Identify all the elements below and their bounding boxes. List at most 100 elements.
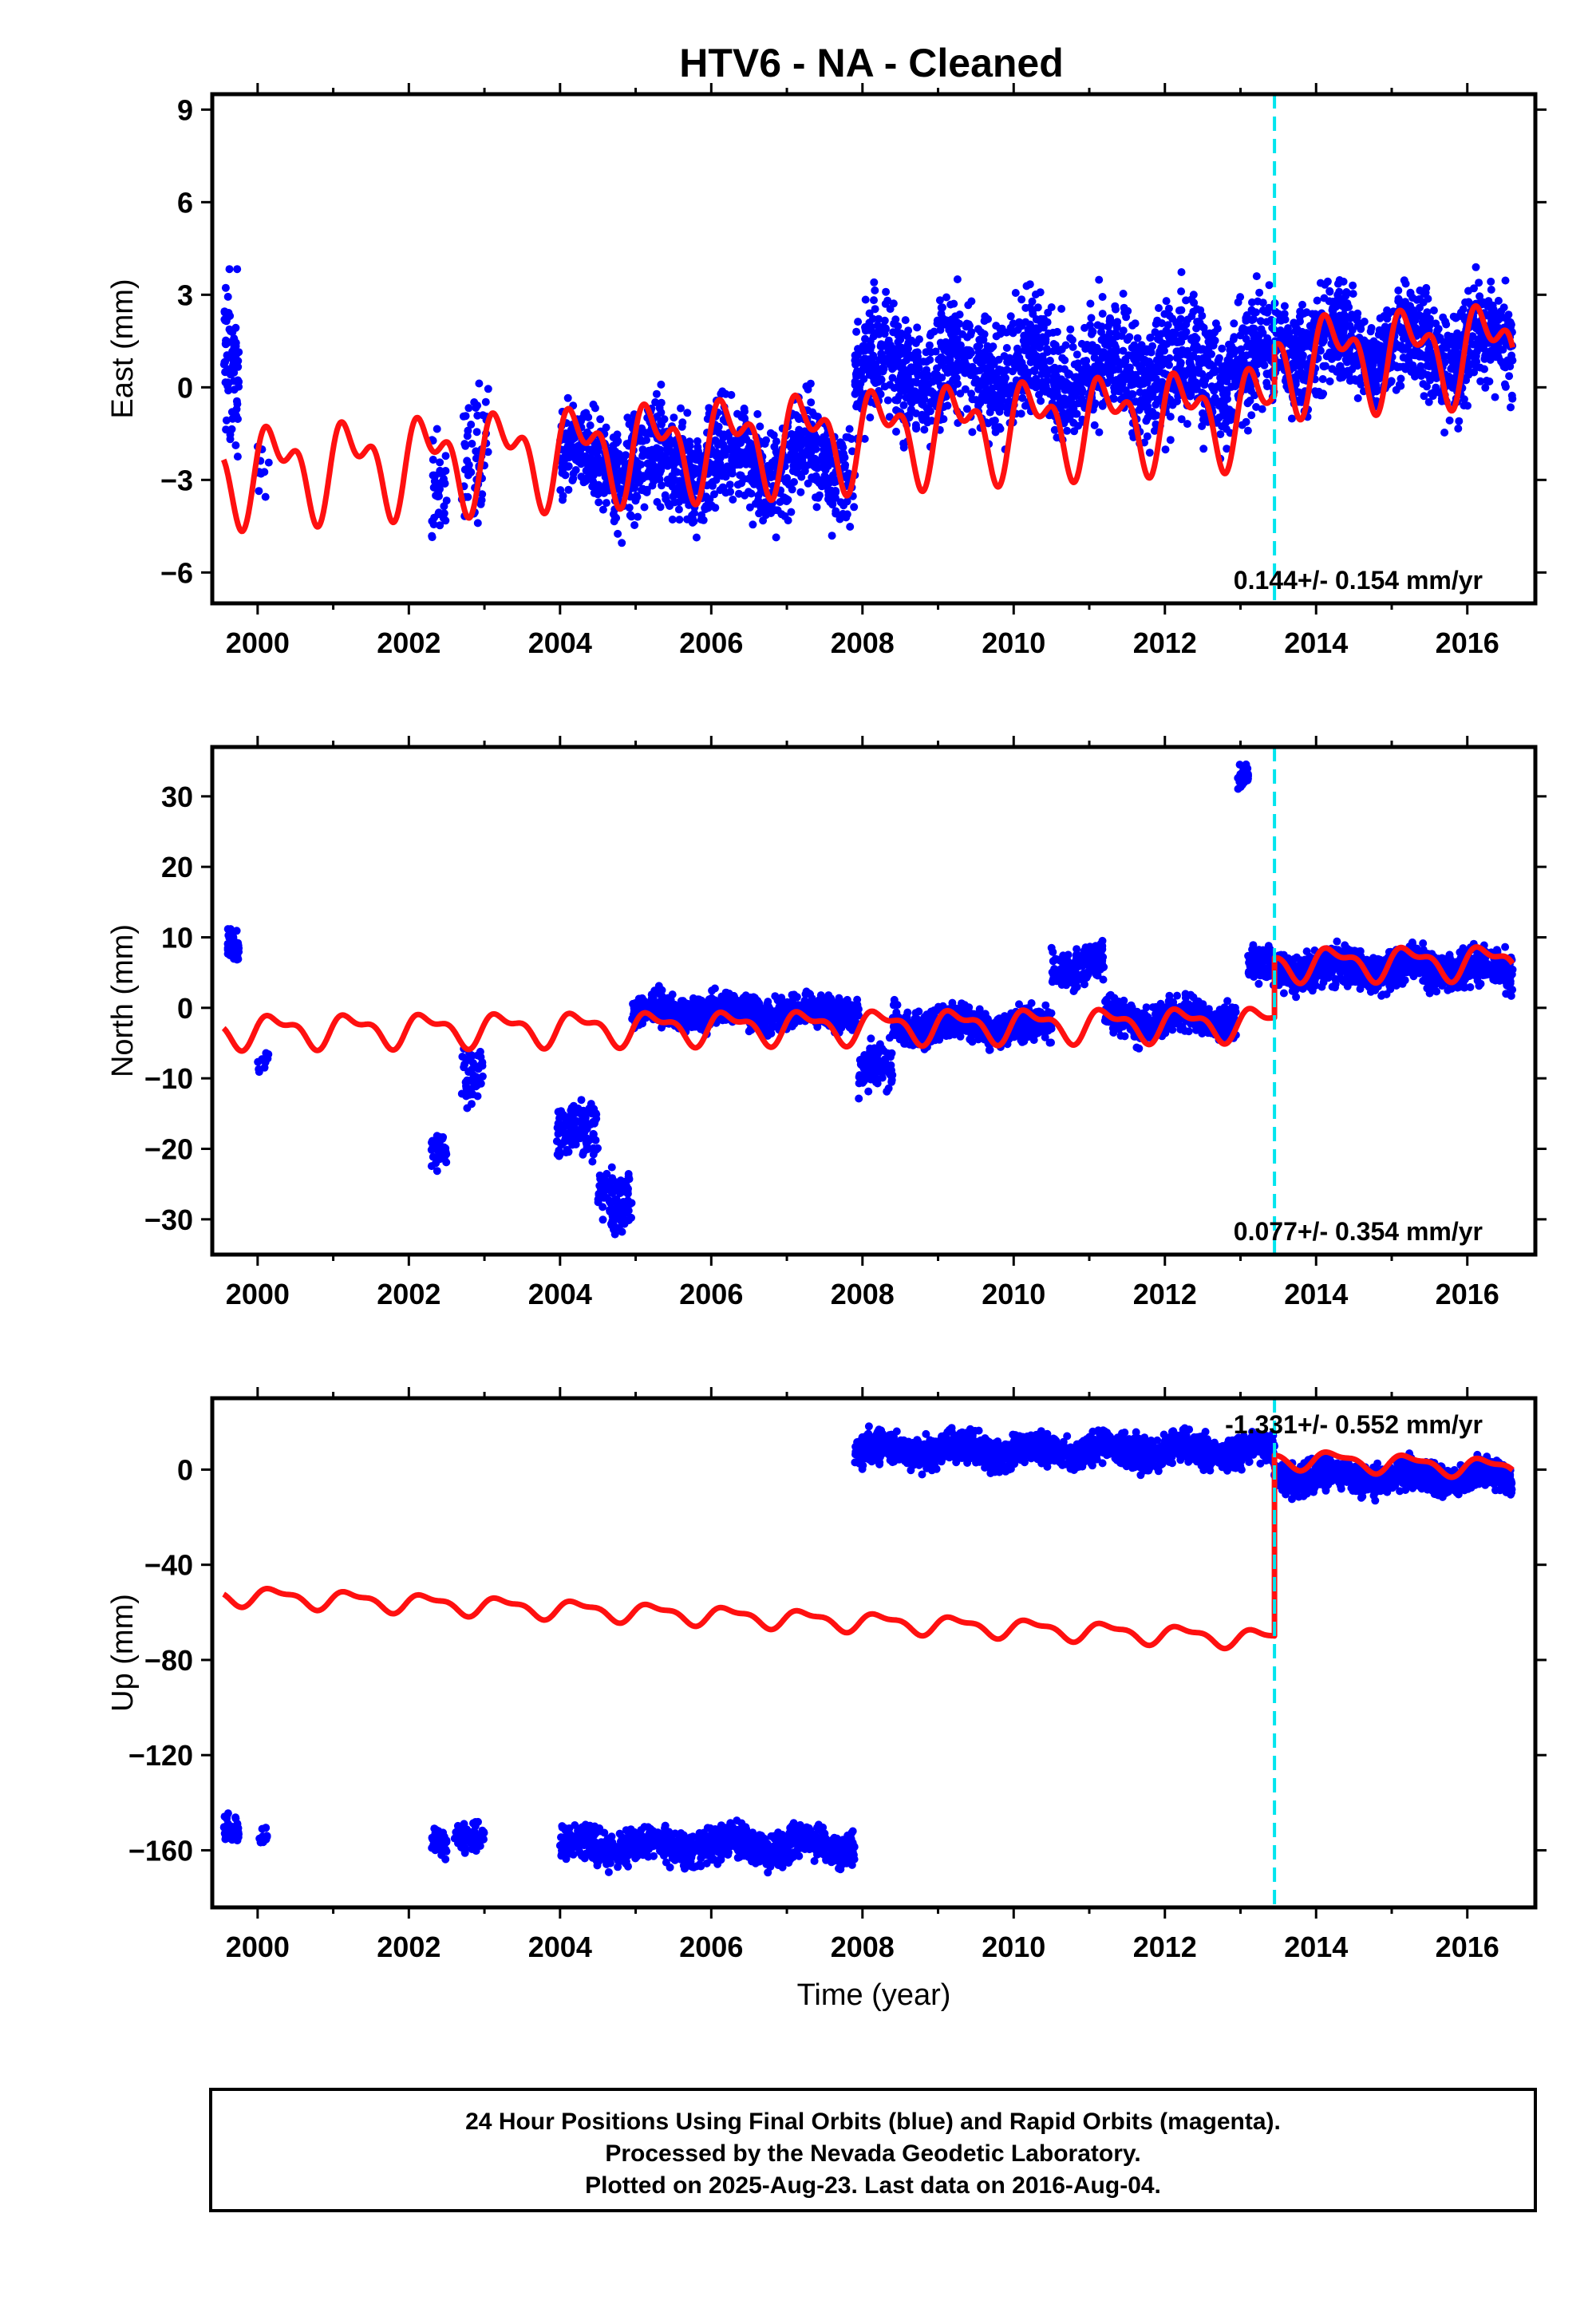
data-point <box>1077 383 1084 391</box>
data-point <box>1366 351 1374 359</box>
data-point <box>1502 277 1510 285</box>
data-point <box>980 389 988 397</box>
data-point <box>1099 310 1107 318</box>
data-point <box>729 441 737 449</box>
data-point <box>1014 347 1022 355</box>
data-point <box>1455 417 1463 425</box>
data-point <box>1407 289 1415 297</box>
data-point <box>1376 350 1384 358</box>
data-point <box>720 430 728 438</box>
data-point <box>1062 342 1070 350</box>
data-point <box>946 345 954 353</box>
data-point <box>563 454 571 462</box>
data-point <box>653 390 661 398</box>
data-point <box>936 326 944 334</box>
data-point <box>925 380 933 388</box>
data-point <box>1101 340 1109 348</box>
data-point <box>759 508 767 516</box>
data-point <box>1439 314 1447 322</box>
data-point <box>678 492 685 500</box>
data-point <box>1125 333 1133 341</box>
data-point <box>1376 326 1384 334</box>
data-point <box>790 435 798 443</box>
data-point <box>813 503 821 511</box>
data-point <box>675 505 683 513</box>
data-point <box>938 310 946 318</box>
data-point <box>473 1081 481 1089</box>
data-point <box>737 449 745 456</box>
east-points <box>220 263 1517 547</box>
data-point <box>891 315 899 323</box>
data-point <box>888 365 896 373</box>
data-point <box>231 409 239 417</box>
data-point <box>995 423 1003 431</box>
data-point <box>1208 331 1216 339</box>
x-tick-label: 2006 <box>679 626 743 659</box>
data-point <box>568 1129 576 1137</box>
data-point <box>579 1151 587 1159</box>
data-point <box>1318 391 1326 399</box>
data-point <box>851 381 859 389</box>
data-point <box>993 397 1001 405</box>
data-point <box>922 358 930 366</box>
data-point <box>943 320 951 328</box>
data-point <box>914 393 922 401</box>
data-point <box>259 1056 267 1064</box>
data-point <box>428 532 436 540</box>
data-point <box>604 1185 612 1193</box>
data-point <box>230 334 238 342</box>
data-point <box>737 479 745 487</box>
data-point <box>1032 290 1040 298</box>
data-point <box>569 475 577 483</box>
data-point <box>1187 312 1195 320</box>
data-point <box>675 483 683 491</box>
data-point <box>1343 351 1351 359</box>
data-point <box>1263 309 1271 317</box>
data-point <box>746 504 754 512</box>
data-point <box>1080 358 1088 366</box>
data-point <box>1199 409 1207 417</box>
data-point <box>1290 319 1298 327</box>
data-point <box>1091 421 1099 429</box>
data-point <box>463 1057 471 1065</box>
data-point <box>221 309 229 317</box>
data-point <box>592 1110 600 1118</box>
data-point <box>669 472 677 480</box>
data-point <box>626 1200 634 1208</box>
data-point <box>222 284 230 292</box>
data-point <box>602 1170 610 1178</box>
data-point <box>1401 366 1409 373</box>
data-point <box>1347 376 1355 384</box>
data-point <box>898 347 906 355</box>
data-point <box>1098 354 1106 362</box>
data-point <box>1368 324 1376 332</box>
data-point <box>1319 375 1327 383</box>
data-point <box>572 466 580 474</box>
data-point <box>978 381 986 389</box>
data-point <box>1174 347 1182 355</box>
data-point <box>648 446 656 454</box>
data-point <box>1296 313 1304 321</box>
data-point <box>1484 297 1492 305</box>
data-point <box>1069 343 1077 351</box>
data-point <box>430 484 438 492</box>
data-point <box>1217 366 1225 374</box>
data-point <box>473 428 481 436</box>
data-point <box>854 388 862 396</box>
data-point <box>1021 333 1029 341</box>
data-point <box>464 432 472 440</box>
data-point <box>648 459 656 467</box>
data-point <box>1342 288 1350 296</box>
data-point <box>796 488 804 496</box>
data-point <box>1174 338 1182 346</box>
data-point <box>662 492 670 500</box>
data-point <box>1262 318 1270 326</box>
data-point <box>1146 364 1154 372</box>
data-point <box>223 417 231 425</box>
x-tick-label: 2008 <box>831 626 895 659</box>
data-point <box>1057 397 1065 405</box>
data-point <box>788 485 796 493</box>
data-point <box>1210 342 1218 350</box>
